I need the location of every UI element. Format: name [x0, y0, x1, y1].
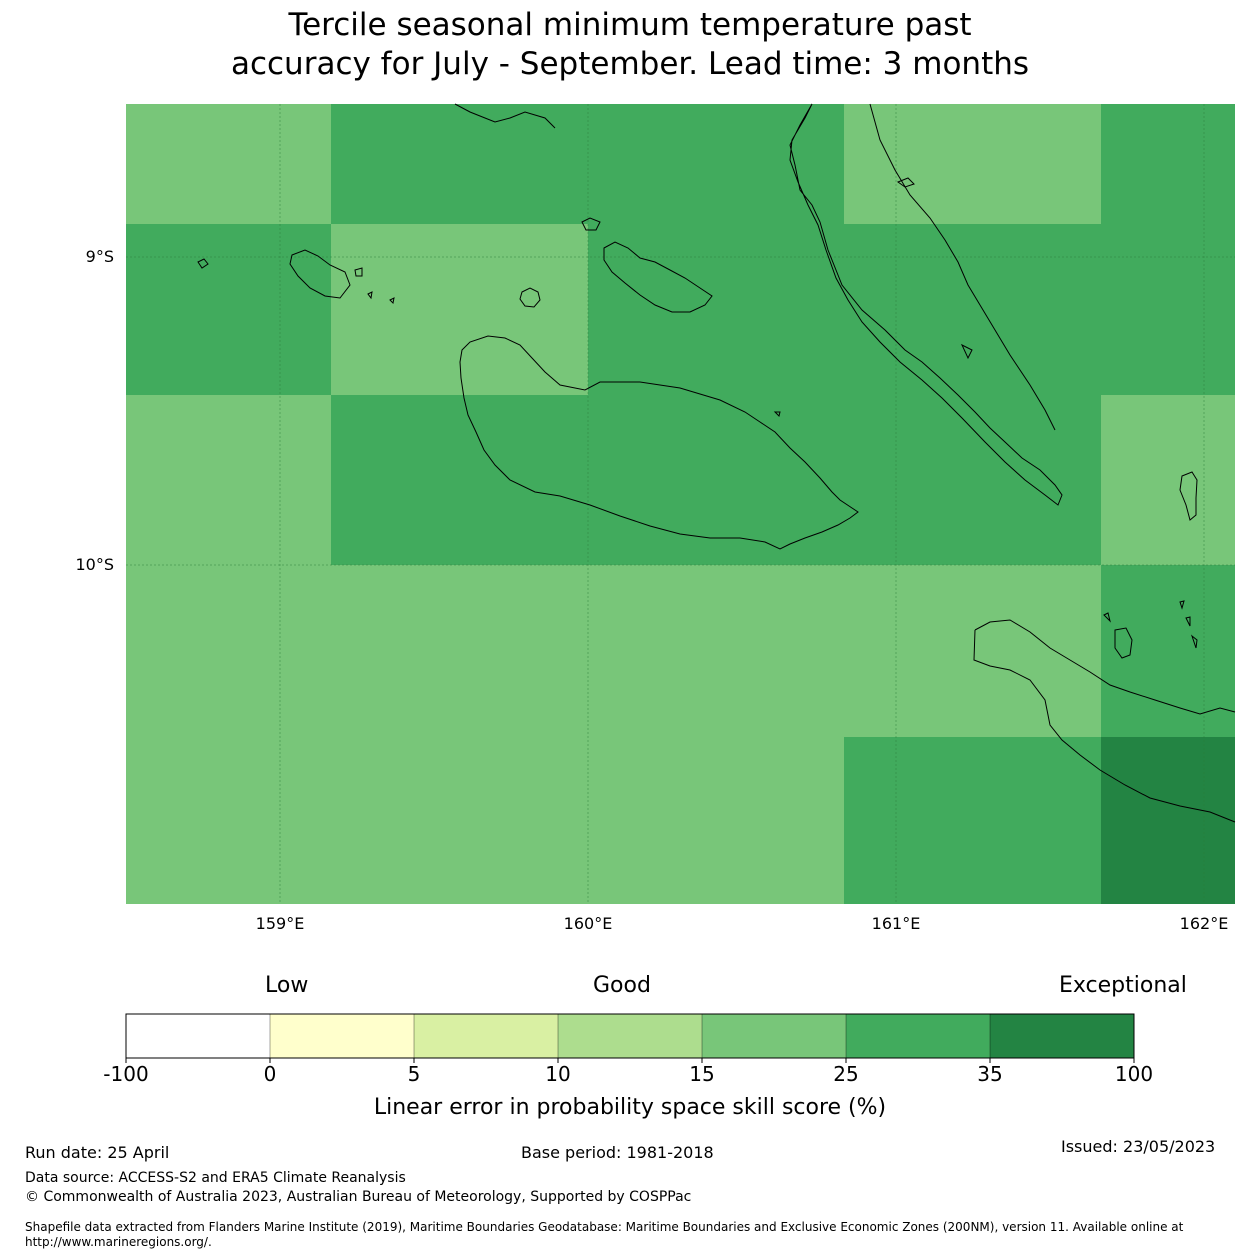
colorbar-frame — [125, 1013, 1135, 1059]
colorbar-tick-label: -100 — [103, 1062, 148, 1086]
coastline-islet-1 — [354, 267, 363, 277]
colorbar-segment — [846, 1014, 990, 1058]
colorbar-segment — [414, 1014, 558, 1058]
data-source: Data source: ACCESS-S2 and ERA5 Climate … — [25, 1170, 406, 1186]
coastline-isabel-east-arm — [869, 103, 1056, 431]
title-line-1: Tercile seasonal minimum temperature pas… — [288, 7, 972, 43]
title-line-2: accuracy for July - September. Lead time… — [230, 46, 1030, 82]
colorbar-label: Linear error in probability space skill … — [374, 1095, 886, 1120]
colorbar-tick-label: 5 — [408, 1062, 421, 1086]
issued-date: Issued: 23/05/2023 — [1061, 1137, 1216, 1156]
coastline-florida-islands — [603, 241, 713, 313]
coastline-ulawa — [1179, 471, 1198, 521]
colorbar: -100 0 5 10 15 25 35 100 Linear error in… — [103, 1013, 1153, 1120]
coastline-new-georgia-south — [454, 103, 556, 129]
coastline-islet-west — [197, 258, 209, 269]
skill-grid-cells — [126, 104, 1235, 904]
lon-label: 159°E — [256, 914, 305, 933]
run-date: Run date: 25 April — [25, 1143, 170, 1162]
coastline-islet-8 — [1179, 600, 1185, 610]
base-period: Base period: 1981-2018 — [521, 1143, 714, 1162]
lat-label: 9°S — [86, 247, 114, 266]
colorbar-tick-label: 100 — [1115, 1062, 1153, 1086]
coastline-islet-9 — [1185, 616, 1191, 627]
coastline-russell-islands — [289, 249, 351, 299]
coastline-santa-isabel — [789, 103, 1063, 506]
lon-label: 162°E — [1180, 914, 1229, 933]
colorbar-segment — [270, 1014, 414, 1058]
longitude-labels: 159°E 160°E 161°E 162°E — [256, 914, 1229, 933]
colorbar-segment — [990, 1014, 1134, 1058]
grid-cell — [331, 104, 844, 224]
coastline-savo — [519, 287, 541, 308]
colorbar-ticks — [125, 1058, 1135, 1063]
colorbar-tick-label: 0 — [264, 1062, 277, 1086]
coastline-malaita-south — [1114, 627, 1133, 659]
lat-label: 10°S — [75, 555, 114, 574]
coastline-islet-7 — [1103, 612, 1111, 623]
coastline-makira — [973, 619, 1236, 823]
grid-cell — [1101, 104, 1235, 224]
coastline-islet-3 — [389, 297, 395, 305]
grid-cell — [844, 737, 1101, 904]
shapefile-credit-line-2: http://www.marineregions.org/. — [25, 1235, 212, 1249]
colorbar-tick-label: 25 — [833, 1062, 858, 1086]
grid-cell — [588, 224, 1235, 395]
category-good: Good — [593, 973, 651, 998]
category-exceptional: Exceptional — [1059, 973, 1187, 998]
chart-title: Tercile seasonal minimum temperature pas… — [0, 6, 1260, 84]
lon-label: 160°E — [564, 914, 613, 933]
coastline-islet-6 — [773, 411, 781, 417]
colorbar-tick-label: 10 — [545, 1062, 570, 1086]
grid-cell — [1101, 737, 1235, 904]
coastline-islet-2 — [367, 291, 373, 300]
graticule — [126, 104, 1235, 904]
category-low: Low — [265, 973, 309, 998]
coastline-small-island-north — [581, 217, 601, 231]
grid-cell — [126, 224, 331, 395]
coastline-islet-4 — [896, 177, 915, 188]
copyright: © Commonwealth of Australia 2023, Austra… — [25, 1189, 692, 1205]
colorbar-tick-label: 15 — [689, 1062, 714, 1086]
colorbar-segment — [126, 1014, 270, 1058]
colorbar-tick-labels: -100 0 5 10 15 25 35 100 — [103, 1062, 1153, 1086]
latitude-labels: 9°S 10°S — [75, 247, 114, 574]
coastline-guadalcanal — [459, 335, 859, 550]
map-panel — [126, 103, 1236, 904]
colorbar-tick-label: 35 — [977, 1062, 1002, 1086]
coastline-islet-10 — [1190, 634, 1198, 649]
coastlines — [197, 103, 1236, 823]
grid-cell — [331, 395, 1101, 565]
colorbar-segment — [702, 1014, 846, 1058]
grid-cell — [1101, 565, 1235, 737]
lon-label: 161°E — [872, 914, 921, 933]
colorbar-segment — [558, 1014, 702, 1058]
shapefile-credit-line-1: Shapefile data extracted from Flanders M… — [25, 1220, 1184, 1234]
coastline-islet-5 — [960, 343, 973, 360]
